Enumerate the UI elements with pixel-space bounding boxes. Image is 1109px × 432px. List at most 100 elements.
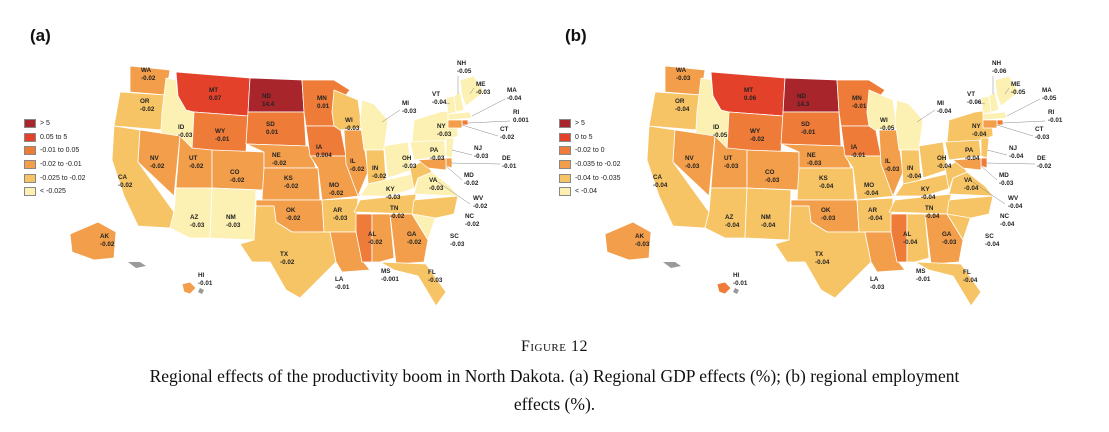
legend-label: 0.05 to 5	[40, 133, 68, 141]
state-label-ne: NE	[807, 152, 816, 159]
state-label-nm: NM	[761, 214, 771, 221]
leader-line	[980, 165, 998, 181]
state-value-ga: -0.03	[942, 239, 957, 246]
state-label-hi: HI	[198, 272, 205, 279]
state-value-ca: -0.02	[118, 182, 133, 189]
state-value-oh: -0.03	[402, 163, 417, 170]
state-value-az: -0.03	[190, 222, 205, 229]
state-value-ia: 0.004	[316, 152, 332, 159]
state-value-sc: -0.03	[450, 241, 465, 248]
leader-line	[461, 124, 499, 137]
state-label-ma: MA	[507, 87, 517, 94]
legend-label: -0.02 to -0.01	[40, 161, 82, 169]
state-label-id: ID	[178, 124, 185, 131]
leader-line	[439, 101, 451, 105]
state-md	[417, 157, 447, 171]
state-label-pa: PA	[430, 147, 439, 154]
legend-item: -0.02 to 0	[559, 144, 649, 158]
state-label-nc: NC	[1000, 213, 1010, 220]
state-label-nh: NH	[992, 60, 1002, 67]
legend-swatch	[559, 187, 571, 197]
state-label-ky: KY	[921, 186, 931, 193]
state-ma	[982, 111, 1008, 121]
state-tx	[774, 205, 872, 299]
state-label-sd: SD	[801, 121, 810, 128]
state-value-nv: -0.02	[150, 163, 165, 170]
leader-line	[974, 101, 986, 105]
state-value-ks: -0.02	[284, 183, 299, 190]
us-map-employment: WA-0.03OR-0.04CA-0.04ID-0.05NV-0.03MT0.0…	[604, 60, 1063, 307]
state-label-wi: WI	[880, 117, 888, 124]
state-value-ak: -0.02	[100, 241, 115, 248]
leader-line	[1006, 98, 1041, 117]
legend-label: -0.025 to -0.02	[40, 174, 86, 182]
state-value-mi: -0.04	[937, 108, 952, 115]
state-label-or: OR	[140, 98, 150, 105]
state-value-wa: -0.03	[676, 75, 691, 82]
state-label-ut: UT	[724, 155, 733, 162]
state-label-va: VA	[429, 177, 438, 184]
legend-item: < -0.025	[24, 185, 114, 199]
state-label-az: AZ	[725, 214, 734, 221]
state-value-or: -0.02	[140, 106, 155, 113]
state-value-tx: -0.02	[280, 259, 295, 266]
state-value-ky: -0.03	[386, 194, 401, 201]
legend-label: > 5	[575, 120, 585, 128]
legend-swatch	[24, 119, 36, 129]
state-value-ri: -0.01	[1048, 117, 1063, 124]
state-ga	[389, 213, 429, 265]
state-value-wi: -0.05	[880, 125, 895, 132]
state-label-sc: SC	[450, 233, 459, 240]
state-tn	[353, 193, 417, 215]
state-label-ut: UT	[189, 155, 198, 162]
figure-caption-line2: effects (%).	[513, 394, 596, 414]
state-nd	[782, 77, 840, 113]
state-label-de: DE	[1037, 155, 1046, 162]
state-value-nj: -0.04	[1009, 153, 1024, 160]
leader-line	[469, 87, 475, 95]
state-wi	[866, 89, 898, 131]
state-value-mn: 0.01	[317, 103, 330, 110]
state-il	[343, 129, 369, 197]
state-mi	[894, 99, 924, 151]
state-value-il: -0.03	[885, 166, 900, 173]
state-tn	[888, 193, 952, 215]
panel-a: (a) WA -0.02 OR -0.02 CA -0.02 ID -0.03 NV -0.02 M…	[0, 0, 540, 310]
leader-line	[986, 149, 1008, 156]
state-label-ma: MA	[1042, 87, 1052, 94]
state-value-al: -0.04	[903, 239, 918, 246]
state-value-nm: -0.03	[226, 222, 241, 229]
state-value-pa: -0.04	[965, 155, 980, 162]
state-value-wi: -0.03	[345, 125, 360, 132]
state-value-vt: -0.04	[432, 99, 447, 106]
state-label-ms: MS	[381, 268, 390, 275]
state-nc	[946, 195, 994, 219]
state-label-nv: NV	[685, 155, 695, 162]
state-value-nc: -0.02	[465, 221, 480, 228]
state-value-ok: -0.02	[286, 215, 301, 222]
state-label-ks: KS	[284, 175, 293, 182]
state-nj	[980, 137, 990, 159]
state-label-tx: TX	[280, 251, 289, 258]
state-nv	[672, 129, 716, 197]
state-value-in: -0.04	[907, 173, 922, 180]
legend-item: -0.035 to -0.02	[559, 158, 649, 172]
us-map-gdp: WA-0.02OR-0.02CA-0.02ID-0.03NV-0.02MT0.0…	[69, 60, 529, 307]
state-label-ri: RI	[1048, 109, 1055, 116]
state-ak	[69, 221, 117, 261]
leader-line	[431, 177, 471, 205]
state-label-nd: ND	[262, 93, 272, 100]
state-value-id: -0.03	[178, 132, 193, 139]
legend-swatch	[24, 160, 36, 170]
state-ak	[604, 221, 652, 261]
state-value-tn: -0.02	[390, 213, 405, 220]
state-label-vt: VT	[967, 91, 975, 98]
map-legend: > 5 0 to 5 -0.02 to 0 -0.035 to -0.02 -0…	[559, 117, 649, 199]
state-al	[371, 213, 395, 263]
legend-label: -0.035 to -0.02	[575, 161, 621, 169]
legend-item: -0.01 to 0.05	[24, 144, 114, 158]
state-label-nc: NC	[465, 213, 475, 220]
state-value-ma: -0.04	[507, 95, 522, 102]
state-value-sd: -0.01	[801, 129, 816, 136]
state-label-oh: OH	[402, 155, 412, 162]
